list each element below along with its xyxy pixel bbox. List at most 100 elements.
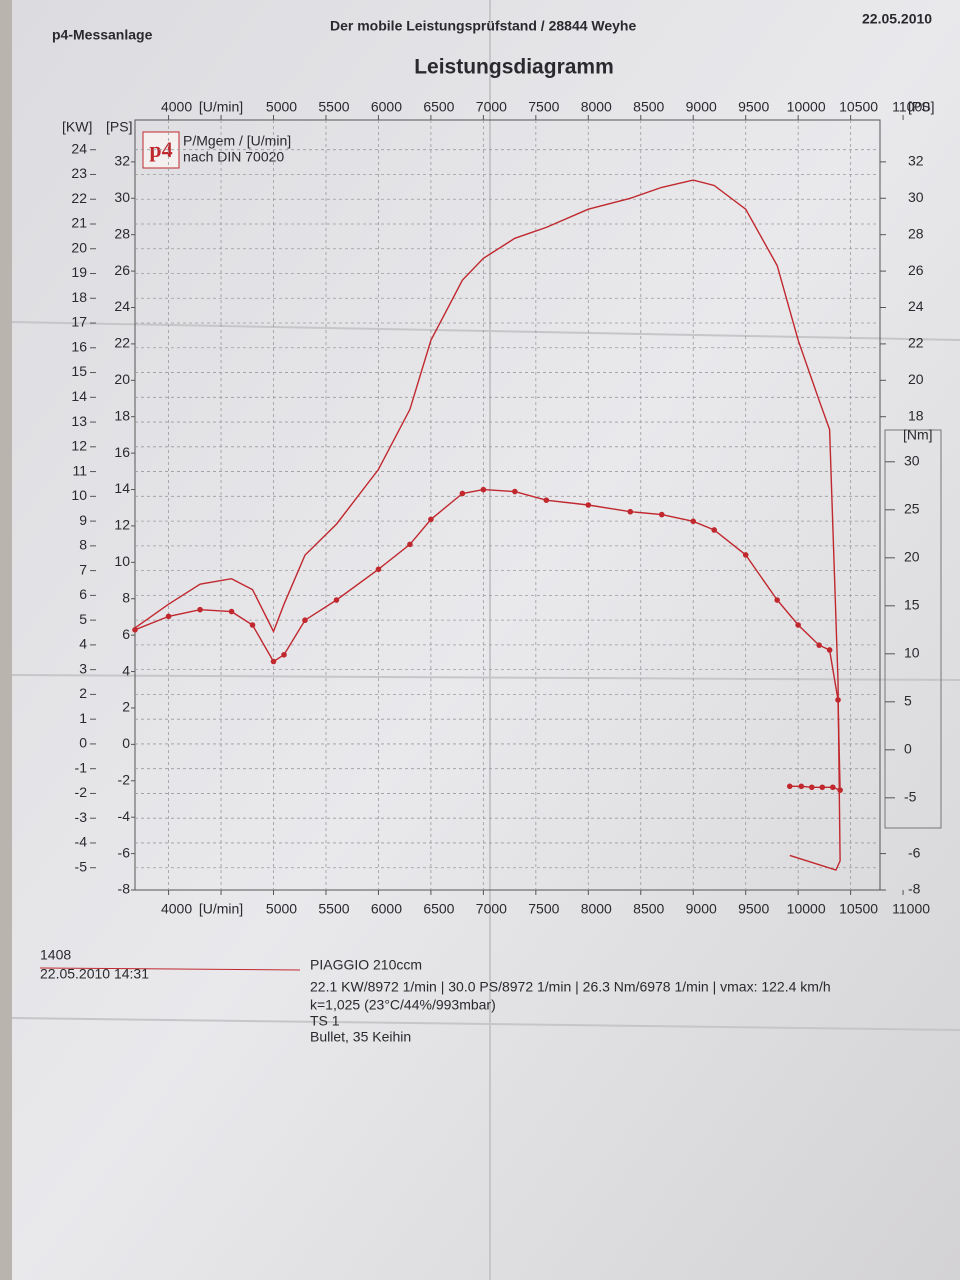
x-tick-label: 5000 [266,901,297,917]
header-date: 22.05.2010 [862,11,932,27]
y2-tick-label: 26 [908,262,924,278]
y3-tick-label: 20 [904,549,920,565]
y-tick-label: 10 [71,487,87,503]
y2-tick-label: 2 [122,699,130,715]
series-marker [281,651,287,658]
chart-title: Leistungsdiagramm [414,56,614,79]
y2-tick-label: 32 [908,153,924,169]
y-tick-label: 23 [71,165,87,181]
y-tick-label: -4 [75,834,88,850]
footer-ts: TS 1 [310,1013,340,1029]
series-marker [302,617,308,624]
x-tick-label: 8000 [581,99,612,115]
y2-tick-label: 14 [114,480,130,496]
y2-tick-label: 24 [114,298,130,314]
plot-frame [134,119,881,891]
y2-tick-label: 24 [908,298,924,314]
x-tick-label: 10000 [787,901,826,917]
paper [12,0,960,1280]
x-tick-label: 7500 [528,99,559,115]
x-tick-label: 5000 [266,99,297,115]
x-tick-label: 11000 [892,901,930,917]
x-tick-label: 7500 [528,901,559,917]
header-left: p4-Messanlage [52,27,153,43]
y2-tick-label: -6 [118,844,131,860]
fold [11,674,960,681]
x-tick-label: 9000 [686,99,717,115]
y3-tick-label: 5 [904,693,912,709]
x-tick-label: 9500 [738,901,769,917]
y-tick-label: -1 [75,759,88,775]
x-tick-label: 8500 [633,901,664,917]
y-tick-label: 14 [71,388,87,404]
y2-tick-label: 12 [114,517,130,533]
series-marker [165,613,172,620]
y3-tick-label: 10 [904,645,920,661]
y-tick-label: 0 [79,735,87,751]
y-tick-label: 2 [79,685,87,701]
y2-tick-label: 6 [122,626,130,642]
footer-id: 1408 [40,947,71,963]
y3-tick-label: 30 [904,452,920,468]
x-tick-label: 10500 [839,99,878,115]
series-marker [270,658,277,665]
x-tick-label: 7000 [476,99,507,115]
y2-tick-label: 16 [114,444,130,460]
y2-axis-label: [PS] [106,119,132,135]
x-tick-label: 4000 [161,901,192,917]
x-tick-label: 9500 [738,99,769,115]
footer-rule [39,967,301,971]
y2-tick-label: 8 [122,589,130,605]
y2-tick-label: 28 [114,225,130,241]
y-tick-label: 22 [71,190,87,206]
series-marker [585,502,592,508]
series-marker [658,511,665,518]
y2-tick-label: -6 [908,844,921,860]
y-tick-label: 5 [79,611,87,627]
y3-tick-label: 25 [904,501,920,517]
series-marker [627,508,634,515]
series-marker [826,647,833,653]
fold [11,1017,960,1031]
series-marker [819,784,826,791]
series-marker [835,697,841,703]
x-tick-label: 9000 [686,901,717,917]
series-marker [459,490,466,497]
y-tick-label: 20 [71,239,87,255]
y-tick-label: 17 [71,314,87,330]
y-tick-label: 21 [71,215,87,231]
footer-conditions: k=1,025 (23°C/44%/993mbar) [310,997,496,1013]
y2-tick-label: -4 [118,808,131,824]
series-marker [711,527,718,533]
series-marker [197,606,203,613]
y-tick-label: 12 [71,438,87,454]
series-marker [249,622,256,628]
x-tick-label: 8500 [633,99,664,115]
series-marker [829,784,836,791]
footer-vehicle: PIAGGIO 210ccm [310,957,422,973]
x-tick-label: 11000 [892,99,930,115]
y-tick-label: -2 [75,784,88,800]
y2-tick-label: -8 [118,881,131,897]
y2-tick-label: 20 [908,371,924,387]
y2-tick-label: 30 [908,189,924,205]
series-marker [795,622,801,628]
y2-tick-label: 10 [114,553,130,569]
series-marker [480,486,487,493]
y2-tick-label: 28 [908,225,924,241]
y-tick-label: -5 [75,858,88,874]
x-tick-label: 5500 [318,99,349,115]
series-marker [543,497,550,503]
y2-tick-label: 4 [122,662,130,678]
header-center: Der mobile Leistungsprüfstand / 28844 We… [330,18,636,34]
series-marker [375,566,382,573]
y-axis-label: [KW] [62,119,92,135]
series-marker [407,541,413,548]
nm-axis-box [884,429,942,829]
series-marker [428,516,434,523]
y-tick-label: 15 [71,363,87,379]
y-tick-label: 24 [71,140,87,156]
y2-tick-label: 26 [114,262,130,278]
x-tick-label: 6000 [371,99,402,115]
